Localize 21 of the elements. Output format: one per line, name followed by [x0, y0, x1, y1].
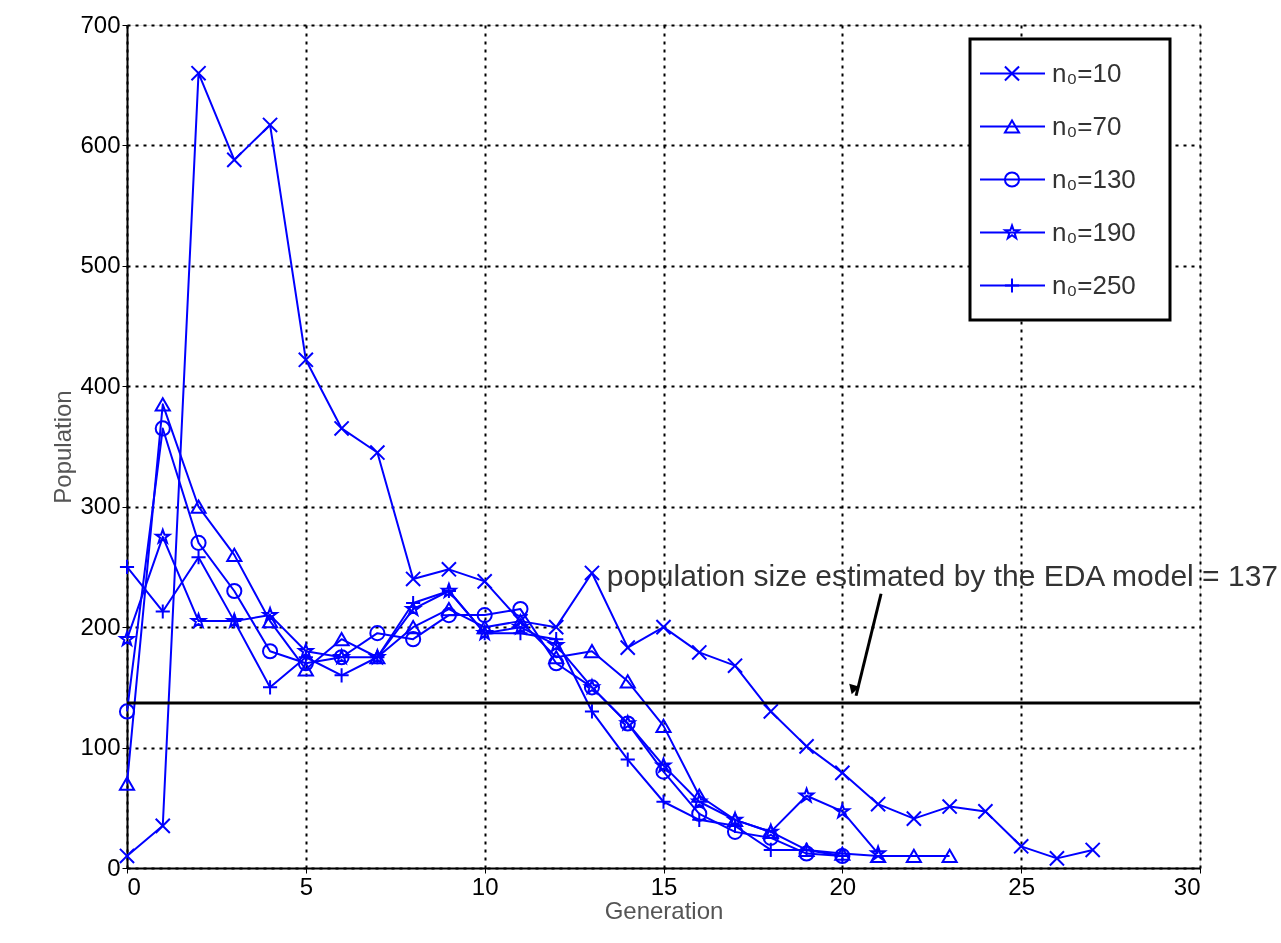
legend-label: n₀=250 — [1052, 269, 1136, 300]
y-tick-label: 500 — [80, 251, 121, 279]
x-tick-label: 20 — [829, 872, 857, 900]
x-tick-label: 25 — [1008, 872, 1036, 900]
y-tick-label: 700 — [80, 10, 121, 38]
y-tick-label: 100 — [80, 733, 121, 761]
x-tick-label: 0 — [127, 872, 141, 900]
y-tick-label: 0 — [107, 853, 121, 881]
x-tick-label: 10 — [471, 872, 499, 900]
y-tick-label: 200 — [80, 612, 121, 640]
x-tick-label: 5 — [299, 872, 314, 900]
x-tick-label: 30 — [1173, 872, 1201, 900]
legend-label: n₀=10 — [1052, 57, 1122, 88]
legend-label: n₀=130 — [1052, 163, 1136, 194]
y-tick-label: 300 — [80, 492, 121, 520]
y-tick-label: 600 — [80, 130, 121, 158]
annotation: population size estimated by the EDA model = 137 — [606, 558, 1278, 592]
legend-label: n₀=70 — [1052, 110, 1122, 141]
y-axis-title: Population — [49, 390, 77, 504]
legend-label: n₀=190 — [1052, 216, 1136, 247]
y-tick-label: 400 — [80, 371, 121, 399]
